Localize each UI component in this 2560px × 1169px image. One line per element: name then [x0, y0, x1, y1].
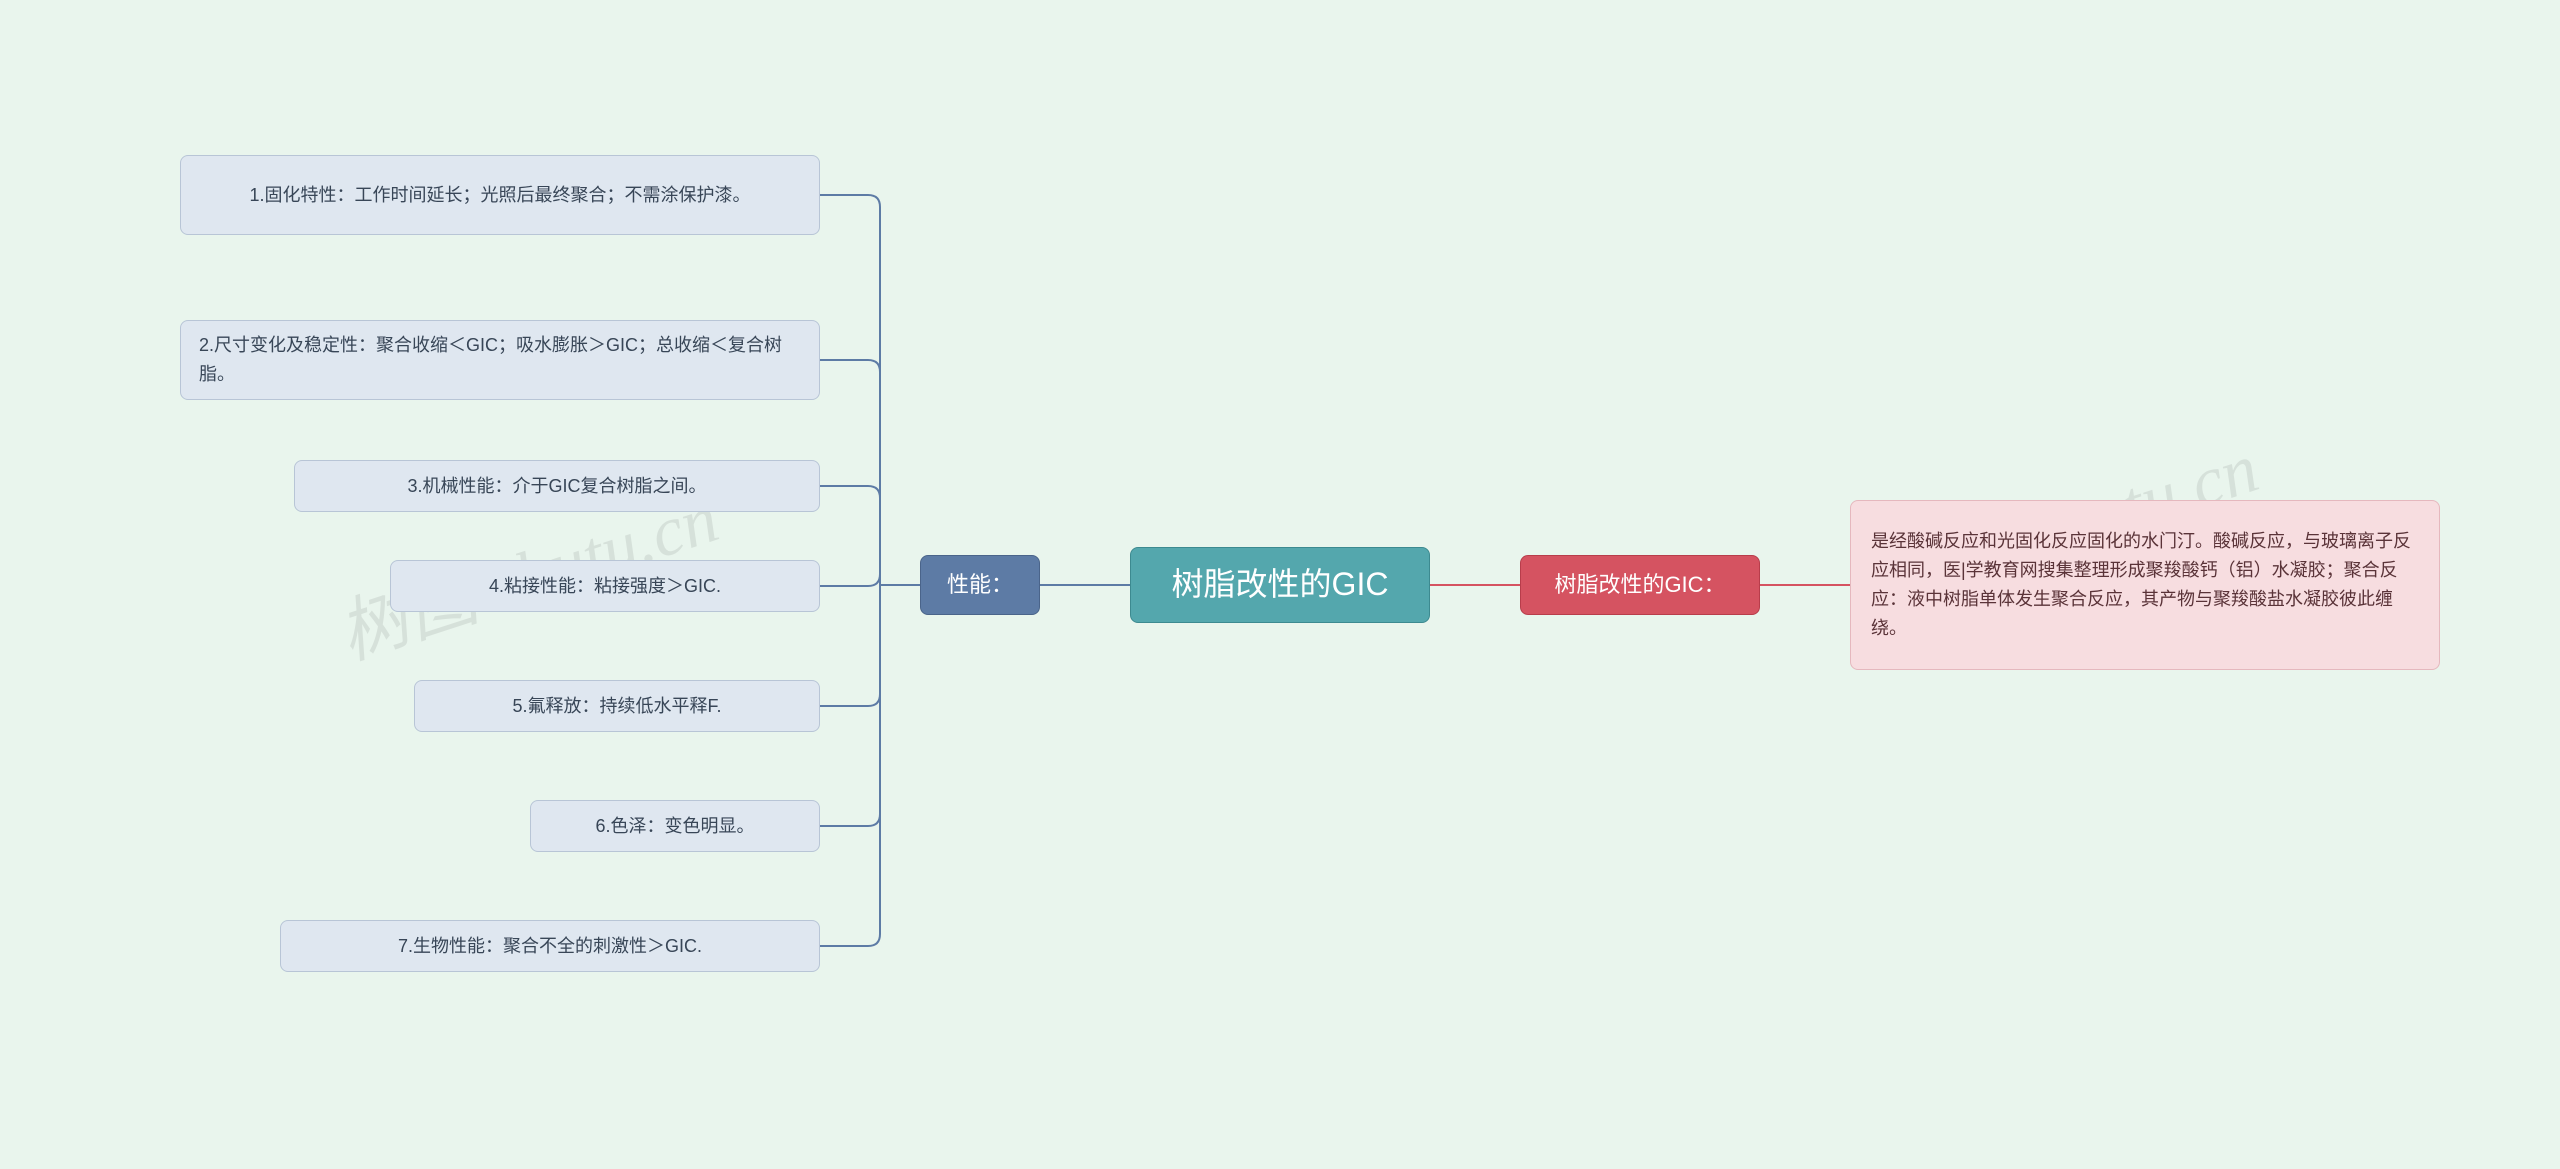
left-leaf-1: 1.固化特性：工作时间延长；光照后最终聚合；不需涂保护漆。 [180, 155, 820, 235]
left-leaf-5-label: 5.氟释放：持续低水平释F. [512, 692, 721, 721]
left-leaf-1-label: 1.固化特性：工作时间延长；光照后最终聚合；不需涂保护漆。 [249, 181, 750, 210]
right-branch-node: 树脂改性的GIC： [1520, 555, 1760, 615]
left-leaf-6-label: 6.色泽：变色明显。 [595, 812, 754, 841]
left-leaf-4-label: 4.粘接性能：粘接强度＞GIC. [489, 572, 721, 601]
left-leaf-5: 5.氟释放：持续低水平释F. [414, 680, 820, 732]
left-leaf-2-label: 2.尺寸变化及稳定性：聚合收缩＜GIC；吸水膨胀＞GIC；总收缩＜复合树脂。 [199, 331, 801, 389]
right-branch-label: 树脂改性的GIC： [1554, 567, 1725, 602]
root-label: 树脂改性的GIC [1172, 559, 1389, 610]
left-leaf-3: 3.机械性能：介于GIC复合树脂之间。 [294, 460, 820, 512]
left-leaf-2: 2.尺寸变化及稳定性：聚合收缩＜GIC；吸水膨胀＞GIC；总收缩＜复合树脂。 [180, 320, 820, 400]
right-leaf-1: 是经酸碱反应和光固化反应固化的水门汀。酸碱反应，与玻璃离子反应相同，医|学教育网… [1850, 500, 2440, 670]
right-leaf-1-label: 是经酸碱反应和光固化反应固化的水门汀。酸碱反应，与玻璃离子反应相同，医|学教育网… [1871, 527, 2419, 642]
left-leaf-6: 6.色泽：变色明显。 [530, 800, 820, 852]
left-leaf-7: 7.生物性能：聚合不全的刺激性＞GIC. [280, 920, 820, 972]
root-node: 树脂改性的GIC [1130, 547, 1430, 623]
left-leaf-3-label: 3.机械性能：介于GIC复合树脂之间。 [407, 472, 706, 501]
left-branch-label: 性能： [947, 567, 1013, 602]
left-leaf-7-label: 7.生物性能：聚合不全的刺激性＞GIC. [398, 932, 702, 961]
left-branch-node: 性能： [920, 555, 1040, 615]
left-leaf-4: 4.粘接性能：粘接强度＞GIC. [390, 560, 820, 612]
